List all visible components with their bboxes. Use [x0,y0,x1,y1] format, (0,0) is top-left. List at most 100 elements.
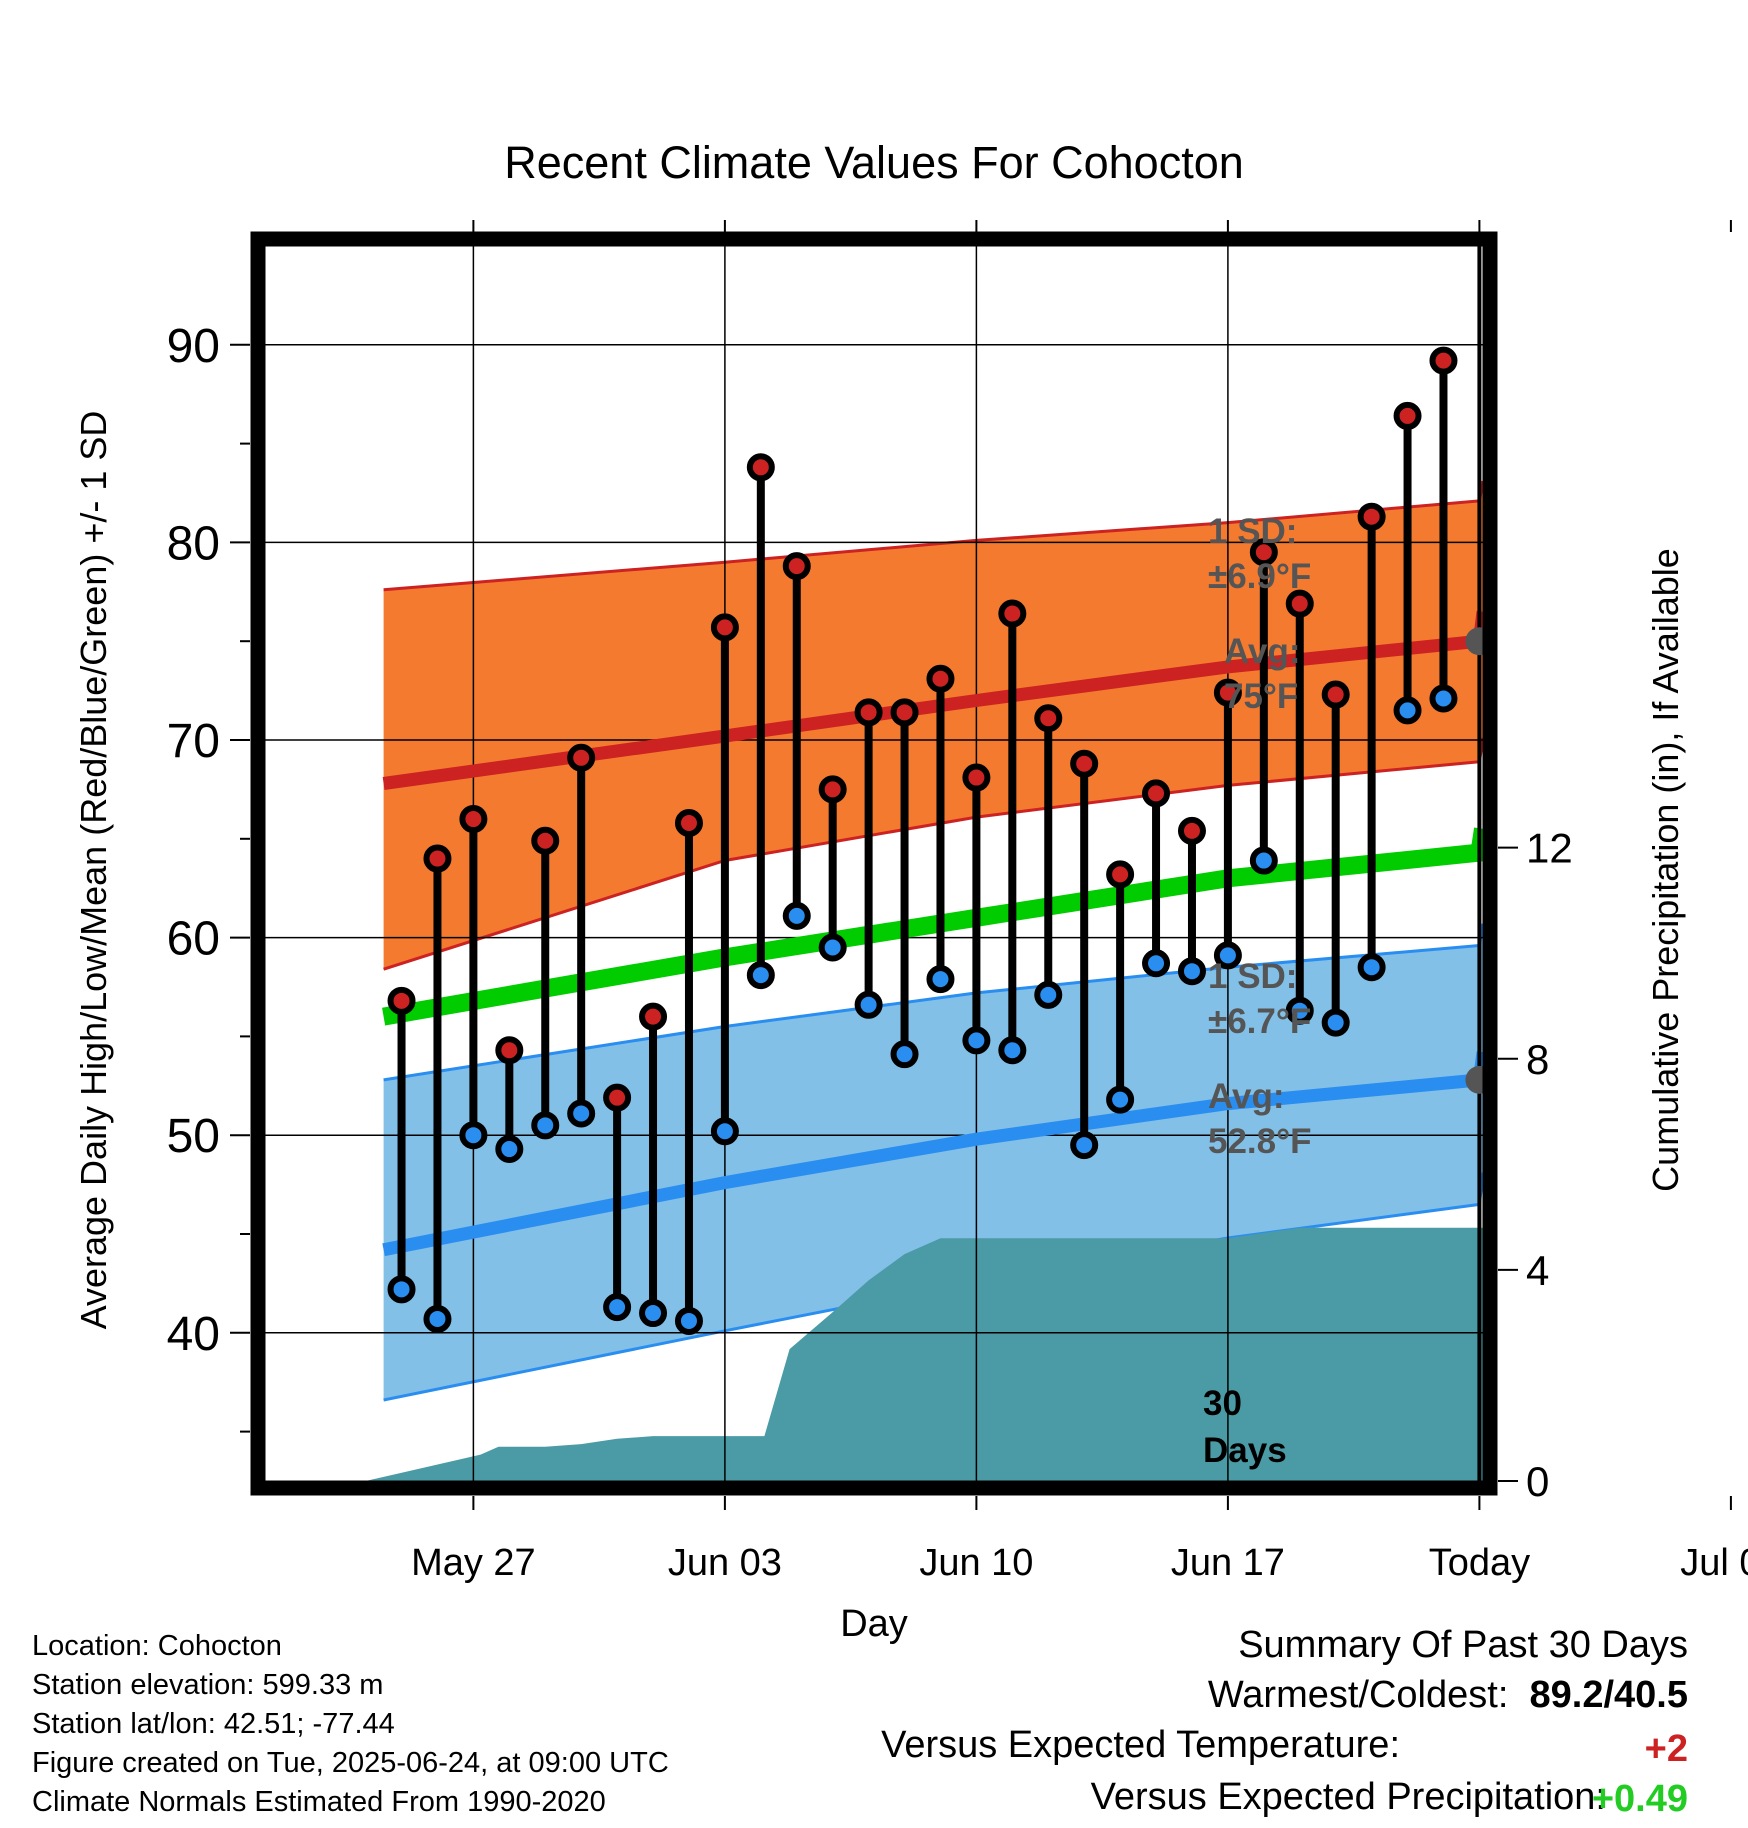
y-axis-label: Average Daily High/Low/Mean (Red/Blue/Gr… [73,411,114,1330]
low-point [1429,684,1458,713]
summary-precip-value: +0.49 [1591,1778,1688,1820]
x-tick-label: May 27 [411,1542,536,1584]
high-point [890,698,919,727]
low-point [1357,953,1386,982]
y-tick-label: 40 [167,1308,220,1361]
meta-normals: Climate Normals Estimated From 1990-2020 [32,1786,606,1818]
low-point [674,1306,703,1335]
low-point [710,1117,739,1146]
low-point [603,1293,632,1322]
high-point [1285,589,1314,618]
y2-axis-label: Cumulative Precipitation (in), If Availa… [1645,548,1686,1192]
low-point [1285,996,1314,1025]
summary-temp-label: Versus Expected Temperature: [881,1724,1400,1766]
high-sd-value: ±6.9°F [1208,557,1311,596]
high-point [1321,680,1350,709]
high-point [1249,538,1278,567]
summary-precip-label: Versus Expected Precipitation: [1090,1776,1606,1818]
meta-latlon: Station lat/lon: 42.51; -77.44 [32,1708,395,1740]
high-point [1177,816,1206,845]
high-sd-label: 1 SD: [1208,512,1297,551]
high-point [674,808,703,837]
low-sd-label: 1 SD: [1208,957,1297,996]
y2-tick-label: 0 [1526,1458,1549,1505]
x-axis-label: Day [840,1603,908,1645]
high-sd-band [383,481,1484,970]
daily-range-stems [397,360,1448,1321]
high-point [387,986,416,1015]
annotations: 1 SD: ±6.9°F Avg: 75°F 1 SD: ±6.7°F Avg: 52.8°F… [1203,512,1312,1470]
x-tick-label: Jun 10 [919,1542,1033,1584]
low-point [1106,1085,1135,1114]
low-point [746,961,775,990]
low-point [890,1040,919,1069]
high-point [962,763,991,792]
high-point [1213,678,1242,707]
high-point [746,453,775,482]
high-point [1393,401,1422,430]
meta-created: Figure created on Tue, 2025-06-24, at 09… [32,1747,669,1779]
high-point [1357,502,1386,531]
y-tick-label: 70 [167,715,220,768]
low-point [1177,957,1206,986]
axes: 40 50 60 70 80 90 0 4 8 12 May 27 Jun 03 Jun 10 Jun 1… [167,220,1748,1584]
y2-tick-label: 4 [1526,1247,1549,1294]
high-point [818,775,847,804]
low-point [962,1026,991,1055]
days-word-label: Days [1203,1431,1287,1470]
summary-warmest-coldest: Warmest/Coldest: 89.2/40.5 [1208,1674,1688,1717]
x-tick-label: Jul 01 [1680,1542,1748,1584]
high-point [531,826,560,855]
days-count-label: 30 [1203,1384,1242,1423]
y2-tick-label: 8 [1526,1036,1549,1083]
precip-area [265,1227,1483,1481]
high-point [1034,704,1063,733]
low-point [818,933,847,962]
low-point [1070,1131,1099,1160]
low-point [1249,846,1278,875]
low-point [782,901,811,930]
high-point [782,552,811,581]
summary-temperature: Versus Expected Temperature: [881,1724,1400,1767]
low-point [639,1299,668,1328]
summary-temp-value: +2 [1644,1728,1688,1770]
low-point [998,1036,1027,1065]
high-point [1429,346,1458,375]
y-tick-label: 90 [167,320,220,373]
low-point [854,990,883,1019]
x-tick-label: Jun 03 [668,1542,782,1584]
high-point [1070,749,1099,778]
low-point [531,1111,560,1140]
x-tick-label: Today [1429,1542,1530,1584]
low-avg-value: 52.8°F [1208,1122,1312,1161]
low-point [1142,949,1171,978]
high-point [567,743,596,772]
high-point [423,844,452,873]
low-point [423,1304,452,1333]
low-point [926,965,955,994]
high-point [459,805,488,834]
high-point [926,664,955,693]
plot-border [250,231,1498,1496]
high-point [854,698,883,727]
meta-location: Location: Cohocton [32,1630,282,1662]
daily-points [387,346,1458,1335]
low-point [387,1275,416,1304]
low-avg-label: Avg: [1208,1077,1284,1116]
low-point [495,1135,524,1164]
high-avg-value: 75°F [1224,677,1298,716]
y-tick-label: 60 [167,913,220,966]
y-tick-label: 80 [167,517,220,570]
low-sd-value: ±6.7°F [1208,1002,1311,1041]
meta-elevation: Station elevation: 599.33 m [32,1669,384,1701]
high-point [495,1036,524,1065]
low-point [1034,980,1063,1009]
high-point [639,1002,668,1031]
y2-tick-label: 12 [1526,825,1573,872]
low-point [1321,1008,1350,1037]
low-sd-band [383,923,1484,1400]
low-point [459,1121,488,1150]
summary-warm-value: 89.2/40.5 [1529,1674,1688,1716]
summary-precipitation: Versus Expected Precipitation: [1091,1776,1606,1819]
